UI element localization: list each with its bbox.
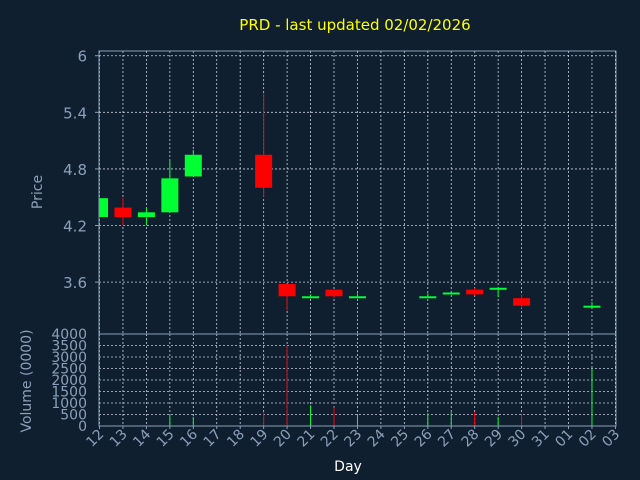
volume-tick-label: 1000	[51, 396, 87, 412]
price-tick-label: 4.8	[63, 161, 87, 179]
price-axis-label: Price	[30, 175, 46, 209]
candle-body	[184, 154, 202, 177]
candle-body	[325, 289, 343, 297]
candle-body	[489, 287, 507, 290]
volume-tick-label: 2500	[51, 362, 87, 378]
panel-frames	[98, 50, 617, 427]
volume-panel-frame	[98, 333, 617, 427]
candle-body	[442, 292, 460, 295]
chart-title: PRD - last updated 02/02/2026	[239, 16, 470, 34]
x-axis-label: Day	[334, 459, 362, 475]
candle-body	[419, 296, 437, 299]
volume-tick-label: 500	[60, 408, 87, 424]
price-tick-label: 5.4	[63, 104, 87, 122]
candle-body	[255, 154, 273, 188]
candle-body	[466, 289, 484, 295]
price-tick-label: 6	[77, 48, 87, 66]
price-tick-label: 3.6	[63, 274, 87, 292]
volume-axis-label: Volume (0000)	[19, 329, 35, 432]
candle-body	[137, 212, 155, 218]
volume-tick-label: 2000	[51, 373, 87, 389]
volume-tick-label: 4000	[51, 327, 87, 343]
volume-tick-label: 1500	[51, 385, 87, 401]
candle-body	[513, 298, 531, 306]
price-panel	[99, 93, 601, 311]
volume-tick-label: 3500	[51, 339, 87, 355]
volume-tick-label: 0	[78, 419, 87, 435]
candle-body	[302, 296, 320, 299]
volume-tick-label: 3000	[51, 350, 87, 366]
candle-body	[99, 198, 108, 218]
x-tick-labels: 12 13 14 15 16 17 18 19 20 21 22 23 24 25 26 27 28 29 30 31…	[83, 426, 623, 450]
volume-panel	[169, 345, 593, 426]
candle-body	[583, 305, 601, 308]
candle-body	[348, 296, 366, 299]
candle-body	[278, 284, 296, 297]
candle-body	[114, 207, 132, 218]
price-tick-label: 4.2	[63, 218, 87, 236]
candle-body	[161, 178, 179, 213]
price-tick-labels: 6 5.4 4.8 4.2 3.6	[63, 48, 99, 292]
